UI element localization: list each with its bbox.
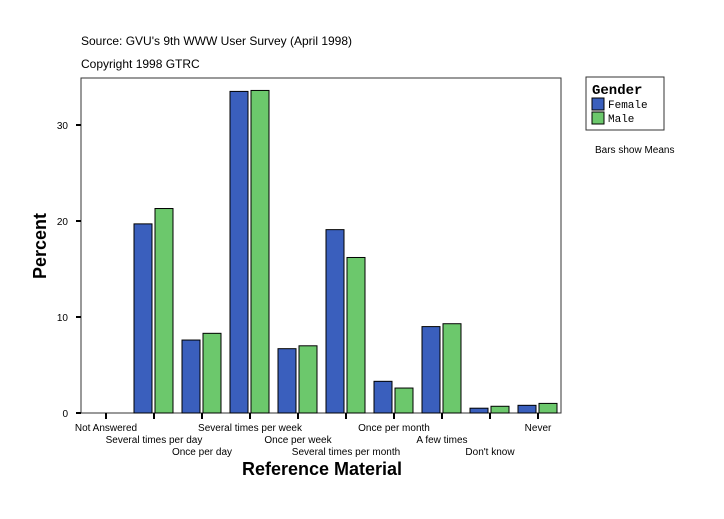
y-tick-label: 10 <box>57 313 69 324</box>
bar-male <box>394 387 414 414</box>
bar-female <box>469 407 489 414</box>
bar-male <box>154 208 174 414</box>
bar-female <box>133 223 153 414</box>
x-tick-label: A few times <box>416 435 467 446</box>
bar-female <box>421 326 441 414</box>
bar-female <box>517 404 537 414</box>
y-axis: 0 10 20 30 <box>57 121 81 420</box>
bar-male <box>346 256 366 414</box>
x-tick-label: Several times per month <box>292 447 400 458</box>
plot-area <box>80 77 562 414</box>
x-tick-label: Never <box>525 423 552 434</box>
chart-title: Source: GVU's 9th WWW User Survey (April… <box>81 34 352 48</box>
x-tick-label: Don't know <box>465 447 515 458</box>
x-tick-label: Once per week <box>264 435 332 446</box>
bar-female <box>181 339 201 414</box>
bars-note: Bars show Means <box>595 145 674 156</box>
legend-label-female: Female <box>608 100 648 112</box>
x-tick-label: Once per month <box>358 423 430 434</box>
bar-male <box>298 345 318 414</box>
bar-female <box>325 229 345 414</box>
bar-male <box>490 405 510 414</box>
bar-male <box>202 332 222 414</box>
y-tick-label: 0 <box>62 409 68 420</box>
y-tick-label: 30 <box>57 121 69 132</box>
x-axis-label: Reference Material <box>242 459 402 479</box>
legend-swatch-female <box>591 97 605 111</box>
y-axis-label: Percent <box>30 213 50 279</box>
legend-title: Gender <box>592 83 642 99</box>
bar-female <box>277 348 297 414</box>
x-tick-label: Once per day <box>172 447 232 458</box>
legend-swatch-male <box>591 111 605 125</box>
legend: Gender Female Male <box>585 76 665 131</box>
x-tick-label: Several times per day <box>106 435 203 446</box>
bar-female <box>373 380 393 414</box>
x-tick-label: Not Answered <box>75 423 137 434</box>
bar-male <box>538 402 558 414</box>
bar-female <box>229 90 249 414</box>
chart-subtitle: Copyright 1998 GTRC <box>81 57 200 71</box>
bar-male <box>250 89 270 414</box>
y-tick-label: 20 <box>57 217 69 228</box>
x-tick-label: Several times per week <box>198 423 303 434</box>
legend-label-male: Male <box>608 114 634 126</box>
bar-male <box>442 323 462 414</box>
bars <box>133 89 558 414</box>
